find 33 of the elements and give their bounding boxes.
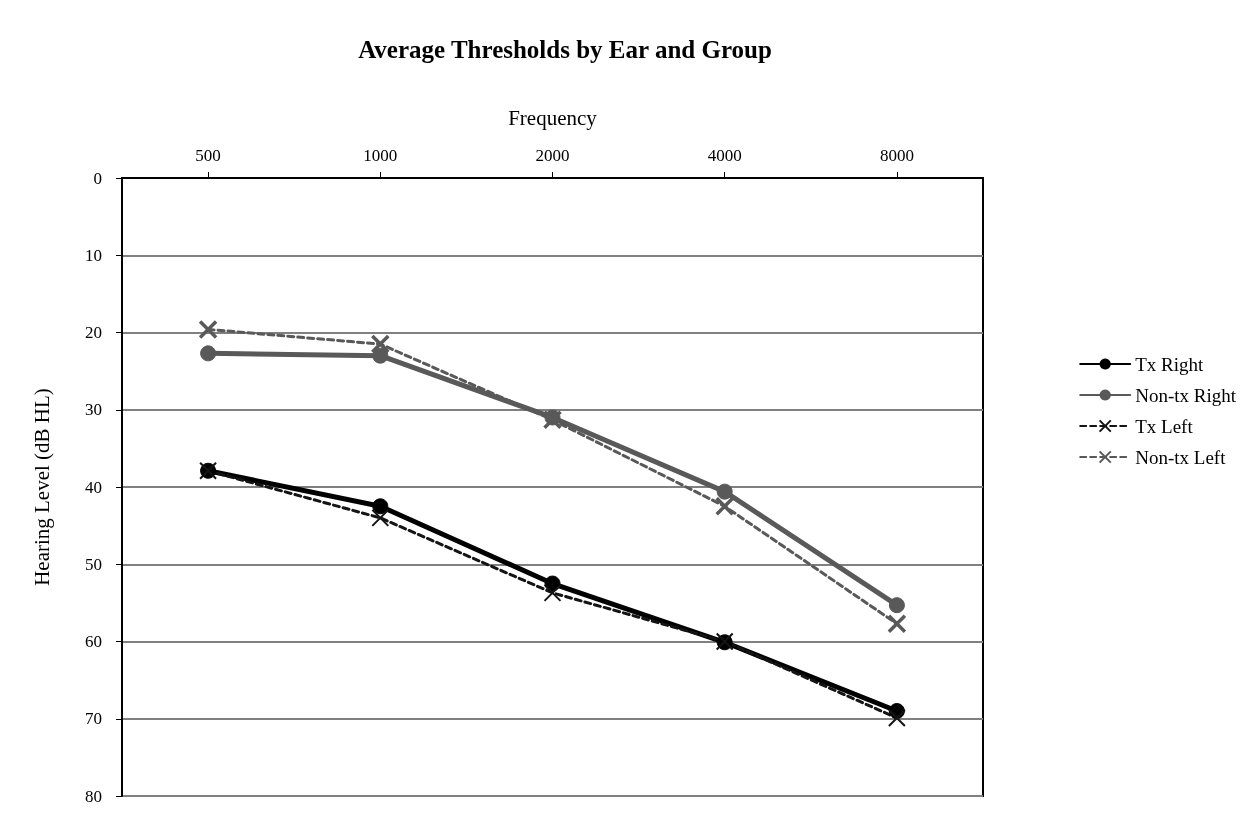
y-tick-label: 70 xyxy=(85,709,102,729)
y-tick-label: 40 xyxy=(85,477,102,497)
x-tick-label: 8000 xyxy=(879,146,914,165)
x-tick-label: 4000 xyxy=(707,146,742,165)
y-tick-label: 30 xyxy=(85,400,102,420)
y-axis-title: Hearing Level (dB HL) xyxy=(29,388,54,586)
chart-title: Average Thresholds by Ear and Group xyxy=(358,36,772,63)
point xyxy=(198,319,218,340)
point xyxy=(371,508,390,527)
y-tick-label: 50 xyxy=(85,554,102,574)
legend-label: Non-tx Left xyxy=(1135,446,1227,468)
x-tick-label: 2000 xyxy=(535,146,570,165)
y-tick-label: 60 xyxy=(85,632,102,651)
x-tick-label: 500 xyxy=(195,146,221,165)
point xyxy=(370,334,391,354)
point xyxy=(200,345,217,362)
point xyxy=(543,583,562,602)
x-axis-title: Frequency xyxy=(508,105,598,130)
x-tick-label: 1000 xyxy=(363,146,398,165)
y-tick-label: 0 xyxy=(93,168,102,188)
legend-label: Tx Right xyxy=(1135,353,1204,375)
point xyxy=(714,496,735,517)
point xyxy=(716,483,733,500)
y-tick-label: 20 xyxy=(85,323,102,342)
point xyxy=(887,613,907,634)
point xyxy=(372,347,389,364)
y-tick-label: 10 xyxy=(85,245,102,265)
legend-label: Tx Left xyxy=(1135,415,1194,437)
point xyxy=(887,708,906,727)
y-tick-label: 80 xyxy=(85,786,102,806)
legend-label: Non-tx Right xyxy=(1135,384,1237,406)
point xyxy=(372,498,389,515)
point xyxy=(888,597,905,614)
